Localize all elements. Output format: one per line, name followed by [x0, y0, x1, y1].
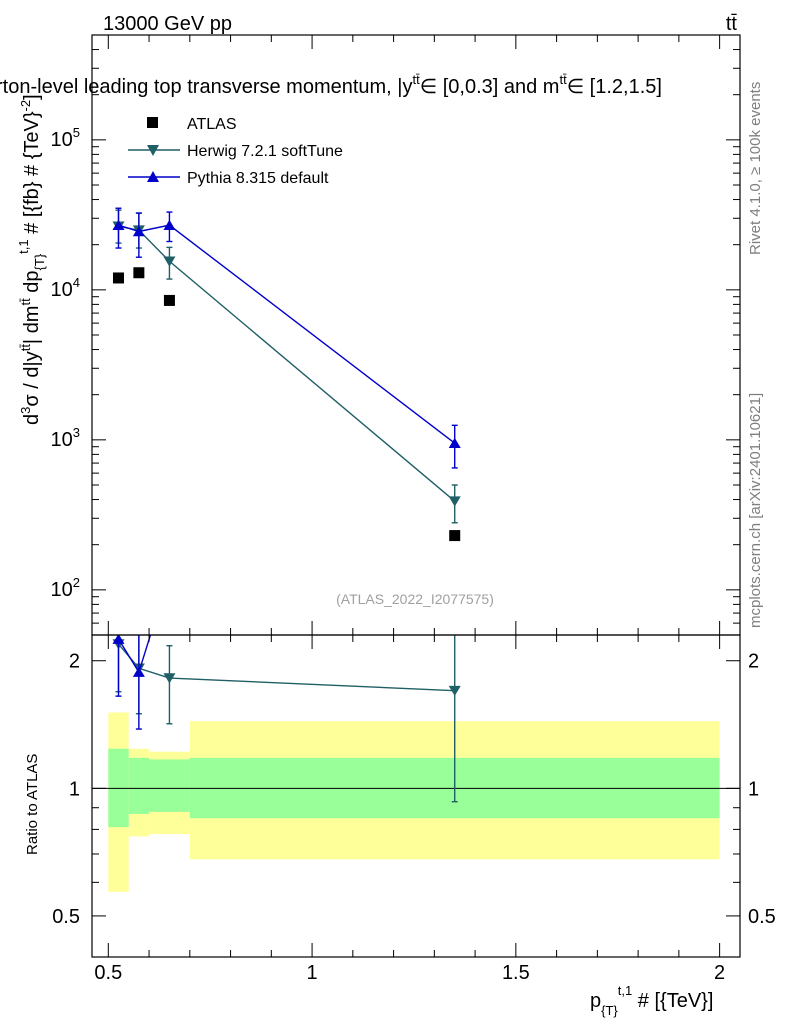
xlabel-sub: {T}: [601, 1003, 618, 1018]
mcplots-label: mcplots.cern.ch [arXiv:2401.10621]: [747, 393, 764, 628]
ylabel-sigma: σ / d|y: [21, 351, 43, 406]
ylabel-sup-tt1: tt̄: [18, 344, 33, 352]
xtick-label: 0.5: [94, 962, 122, 984]
xtick-label: 1.5: [502, 962, 530, 984]
main-atlas-point: [449, 530, 461, 542]
main-ytick-base: 10: [51, 279, 73, 301]
legend-herwig-label: Herwig 7.2.1 softTune: [187, 143, 343, 160]
ratio-ytick-label-left: 0.5: [52, 906, 80, 928]
ratio-band-green: [128, 757, 150, 814]
xlabel-p: p: [590, 990, 601, 1012]
ratio-panel-frame: [91, 634, 741, 958]
main-atlas-point: [133, 267, 145, 279]
ratio-ytick-label-left: 2: [69, 651, 80, 673]
ylabel-dp: dp: [21, 270, 43, 298]
main-ytick-label: 105: [51, 125, 80, 151]
analysis-watermark: (ATLAS_2022_I2077575): [336, 591, 494, 607]
ratio-panel: 0.5 0.5 1 1 2 2 0.5 1 1.5 2: [52, 569, 776, 984]
ratio-pythia-point: [132, 666, 145, 677]
rivet-label: Rivet 4.1.0, ≥ 100k events: [747, 82, 764, 255]
ylabel-d: d: [21, 414, 43, 425]
title-sup-1: tt̄: [413, 72, 421, 87]
ylabel-mid: | dm: [21, 306, 43, 345]
legend-atlas-marker: [147, 117, 158, 128]
ylabel-sup-3: 3: [18, 407, 33, 414]
title-part-2: ∈ [0,0.3] and m: [420, 76, 560, 98]
ratio-ytick-label-left: 1: [69, 778, 80, 800]
xlabel-sup: t,1: [618, 983, 632, 998]
xtick-label: 2: [714, 962, 725, 984]
ratio-band-green: [149, 759, 190, 812]
main-pythia-point: [112, 219, 125, 230]
legend: ATLAS Herwig 7.2.1 softTune Pythia 8.315…: [128, 116, 343, 187]
energy-label: 13000 GeV pp: [103, 13, 232, 35]
legend-atlas-label: ATLAS: [187, 116, 237, 133]
main-ytick-base: 10: [51, 579, 73, 601]
ratio-pythia-line: [117, 635, 152, 674]
main-pythia-point: [163, 219, 176, 230]
xtick-label: 1: [307, 962, 318, 984]
main-ylabel: d3σ / d|ytt̄| dmtt̄ dp{T}t,1 # [{fb} # {…: [16, 94, 47, 425]
ylabel-close: ]: [21, 94, 43, 100]
plot-title: rton-level leading top transverse moment…: [0, 72, 662, 98]
ratio-herwig-point: [448, 685, 461, 697]
ylabel-sup-t1: t,1: [16, 239, 31, 253]
title-part-3: ∈ [1.2,1.5]: [567, 76, 662, 98]
main-ytick-exp: 4: [73, 275, 80, 290]
main-herwig-point: [163, 256, 176, 267]
main-pythia-point: [448, 437, 461, 448]
xlabel: p{T}t,1 # [{TeV}]: [590, 983, 713, 1018]
main-atlas-point: [112, 272, 124, 284]
xlabel-end: # [{TeV}]: [632, 990, 713, 1012]
main-herwig-point: [448, 496, 461, 507]
main-ytick-exp: 3: [73, 425, 80, 440]
ratio-ylabel: Ratio to ATLAS: [24, 754, 41, 855]
ylabel-sup-neg2: -2: [18, 100, 33, 112]
ratio-ytick-label-right: 2: [748, 651, 759, 673]
legend-pythia-label: Pythia 8.315 default: [187, 170, 329, 187]
main-pythia-point: [132, 226, 145, 237]
main-ytick-exp: 2: [73, 575, 80, 590]
ratio-pythia-point: [163, 569, 175, 579]
main-ytick-base: 10: [51, 129, 73, 151]
ratio-ytick-label-right: 0.5: [748, 906, 776, 928]
ratio-ytick-label-right: 1: [748, 778, 759, 800]
main-ytick-label: 103: [51, 425, 80, 451]
main-ytick-label: 104: [51, 275, 80, 301]
ylabel-end: # [{fb} # {TeV}: [21, 111, 43, 239]
main-ytick-base: 10: [51, 429, 73, 451]
ratio-herwig-point: [163, 673, 176, 684]
main-ytick-label: 102: [51, 575, 80, 601]
legend-herwig-marker: [147, 145, 159, 156]
main-ytick-exp: 5: [73, 125, 80, 140]
main-pythia-line: [118, 224, 456, 444]
ylabel-sub-t: {T}: [32, 253, 47, 270]
main-atlas-point: [163, 294, 175, 306]
title-part-1: rton-level leading top transverse moment…: [0, 76, 413, 98]
ratio-pythia-point: [112, 635, 125, 644]
ylabel-sup-tt2: tt̄: [18, 298, 33, 306]
process-label: tt̄: [726, 13, 738, 35]
legend-pythia-marker: [147, 171, 159, 182]
title-sup-2: tt̄: [559, 72, 567, 87]
